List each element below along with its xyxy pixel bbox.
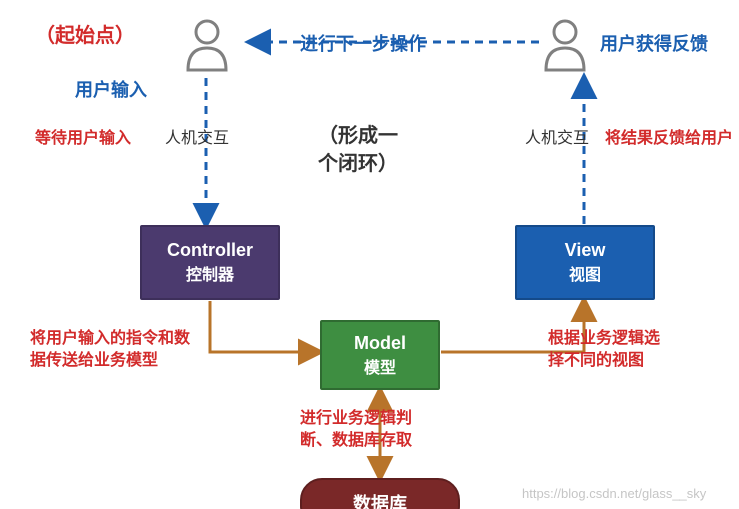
model-title: Model [354,333,406,354]
label-model-db: 进行业务逻辑判 断、数据库存取 [300,408,412,453]
label-model-to-view: 根据业务逻辑选 择不同的视图 [548,328,660,373]
label-feedback-user: 将结果反馈给用户 [605,128,733,150]
arrow-controller-to-model [210,301,319,352]
view-subtitle: 视图 [569,261,601,285]
model-subtitle: 模型 [364,354,396,378]
label-user-feedback: 用户获得反馈 [600,32,708,57]
user-right-icon [540,18,590,81]
label-start: （起始点） [35,22,135,50]
diagram-canvas: Controller 控制器 Model 模型 View 视图 数据库 （起始点… [0,0,739,509]
label-closed-loop: （形成一 个闭环） [318,122,398,178]
user-left-icon [182,18,232,81]
database-title: 数据库 [353,490,407,509]
label-user-input: 用户输入 [75,78,147,103]
label-ctrl-to-model: 将用户输入的指令和数 据传送给业务模型 [30,328,190,373]
controller-title: Controller [167,240,253,261]
label-next-step: 进行下一步操作 [300,32,426,57]
watermark: https://blog.csdn.net/glass__sky [522,486,706,501]
view-title: View [565,240,606,261]
view-node: View 视图 [515,225,655,300]
model-node: Model 模型 [320,320,440,390]
database-node: 数据库 [300,478,460,509]
controller-node: Controller 控制器 [140,225,280,300]
label-hci-left: 人机交互 [165,128,229,150]
label-wait-input: 等待用户输入 [35,128,131,150]
label-hci-right: 人机交互 [525,128,589,150]
controller-subtitle: 控制器 [186,261,234,285]
